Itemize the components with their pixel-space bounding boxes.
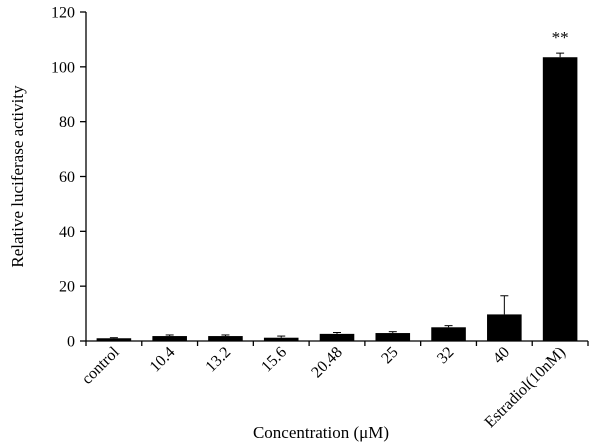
error-bar — [221, 334, 230, 337]
bar-10-4 — [152, 336, 187, 341]
bar-32 — [431, 327, 466, 341]
x-tick-label: 10.4 — [147, 344, 179, 376]
error-bar — [388, 331, 397, 334]
error-bar — [109, 337, 118, 339]
error-bar — [333, 332, 341, 334]
x-tick-label: 32 — [434, 344, 457, 367]
y-tick-label: 60 — [59, 169, 75, 186]
y-tick-label: 0 — [67, 334, 75, 351]
error-bar — [444, 325, 453, 328]
bar-control — [96, 338, 132, 341]
bar-20-48 — [319, 333, 355, 341]
x-tick-label: control — [79, 343, 123, 387]
y-tick-label: 120 — [51, 5, 75, 22]
x-tick-label: 25 — [378, 344, 401, 367]
error-bar — [556, 52, 565, 58]
plot-area: 0 20 40 60 80 100 120 control 10.4 13.2 15.6 20.48… — [51, 5, 589, 431]
bar-40 — [487, 314, 522, 341]
x-axis-title: Concentration (μM) — [253, 423, 389, 442]
significance-marker: ** — [552, 28, 569, 47]
y-tick-label: 40 — [59, 224, 75, 241]
bar-estradiol-10nm- — [542, 57, 578, 342]
x-axis-labels: control 10.4 13.2 15.6 20.48 25 32 40Estradiol(… — [79, 343, 569, 431]
error-bar — [277, 335, 286, 338]
bar-15-6 — [263, 337, 299, 341]
bar-13-2 — [208, 336, 243, 341]
y-axis-ticks: 0 20 40 60 80 100 120 — [51, 5, 589, 351]
annotations: ** — [552, 28, 569, 47]
bar-25 — [375, 333, 411, 341]
error-bar — [500, 295, 509, 315]
x-tick-label: 13.2 — [202, 344, 234, 376]
y-tick-label: 100 — [51, 59, 75, 76]
y-tick-label: 20 — [59, 279, 75, 296]
y-tick-label: 80 — [59, 114, 75, 131]
x-tick-label: 20.48 — [308, 344, 345, 381]
error-bar — [165, 334, 174, 337]
bars — [96, 52, 578, 342]
y-axis-title: Relative luciferase activity — [8, 85, 27, 268]
x-tick-label: 15.6 — [258, 344, 290, 376]
x-tick-label: 40 — [490, 344, 513, 367]
